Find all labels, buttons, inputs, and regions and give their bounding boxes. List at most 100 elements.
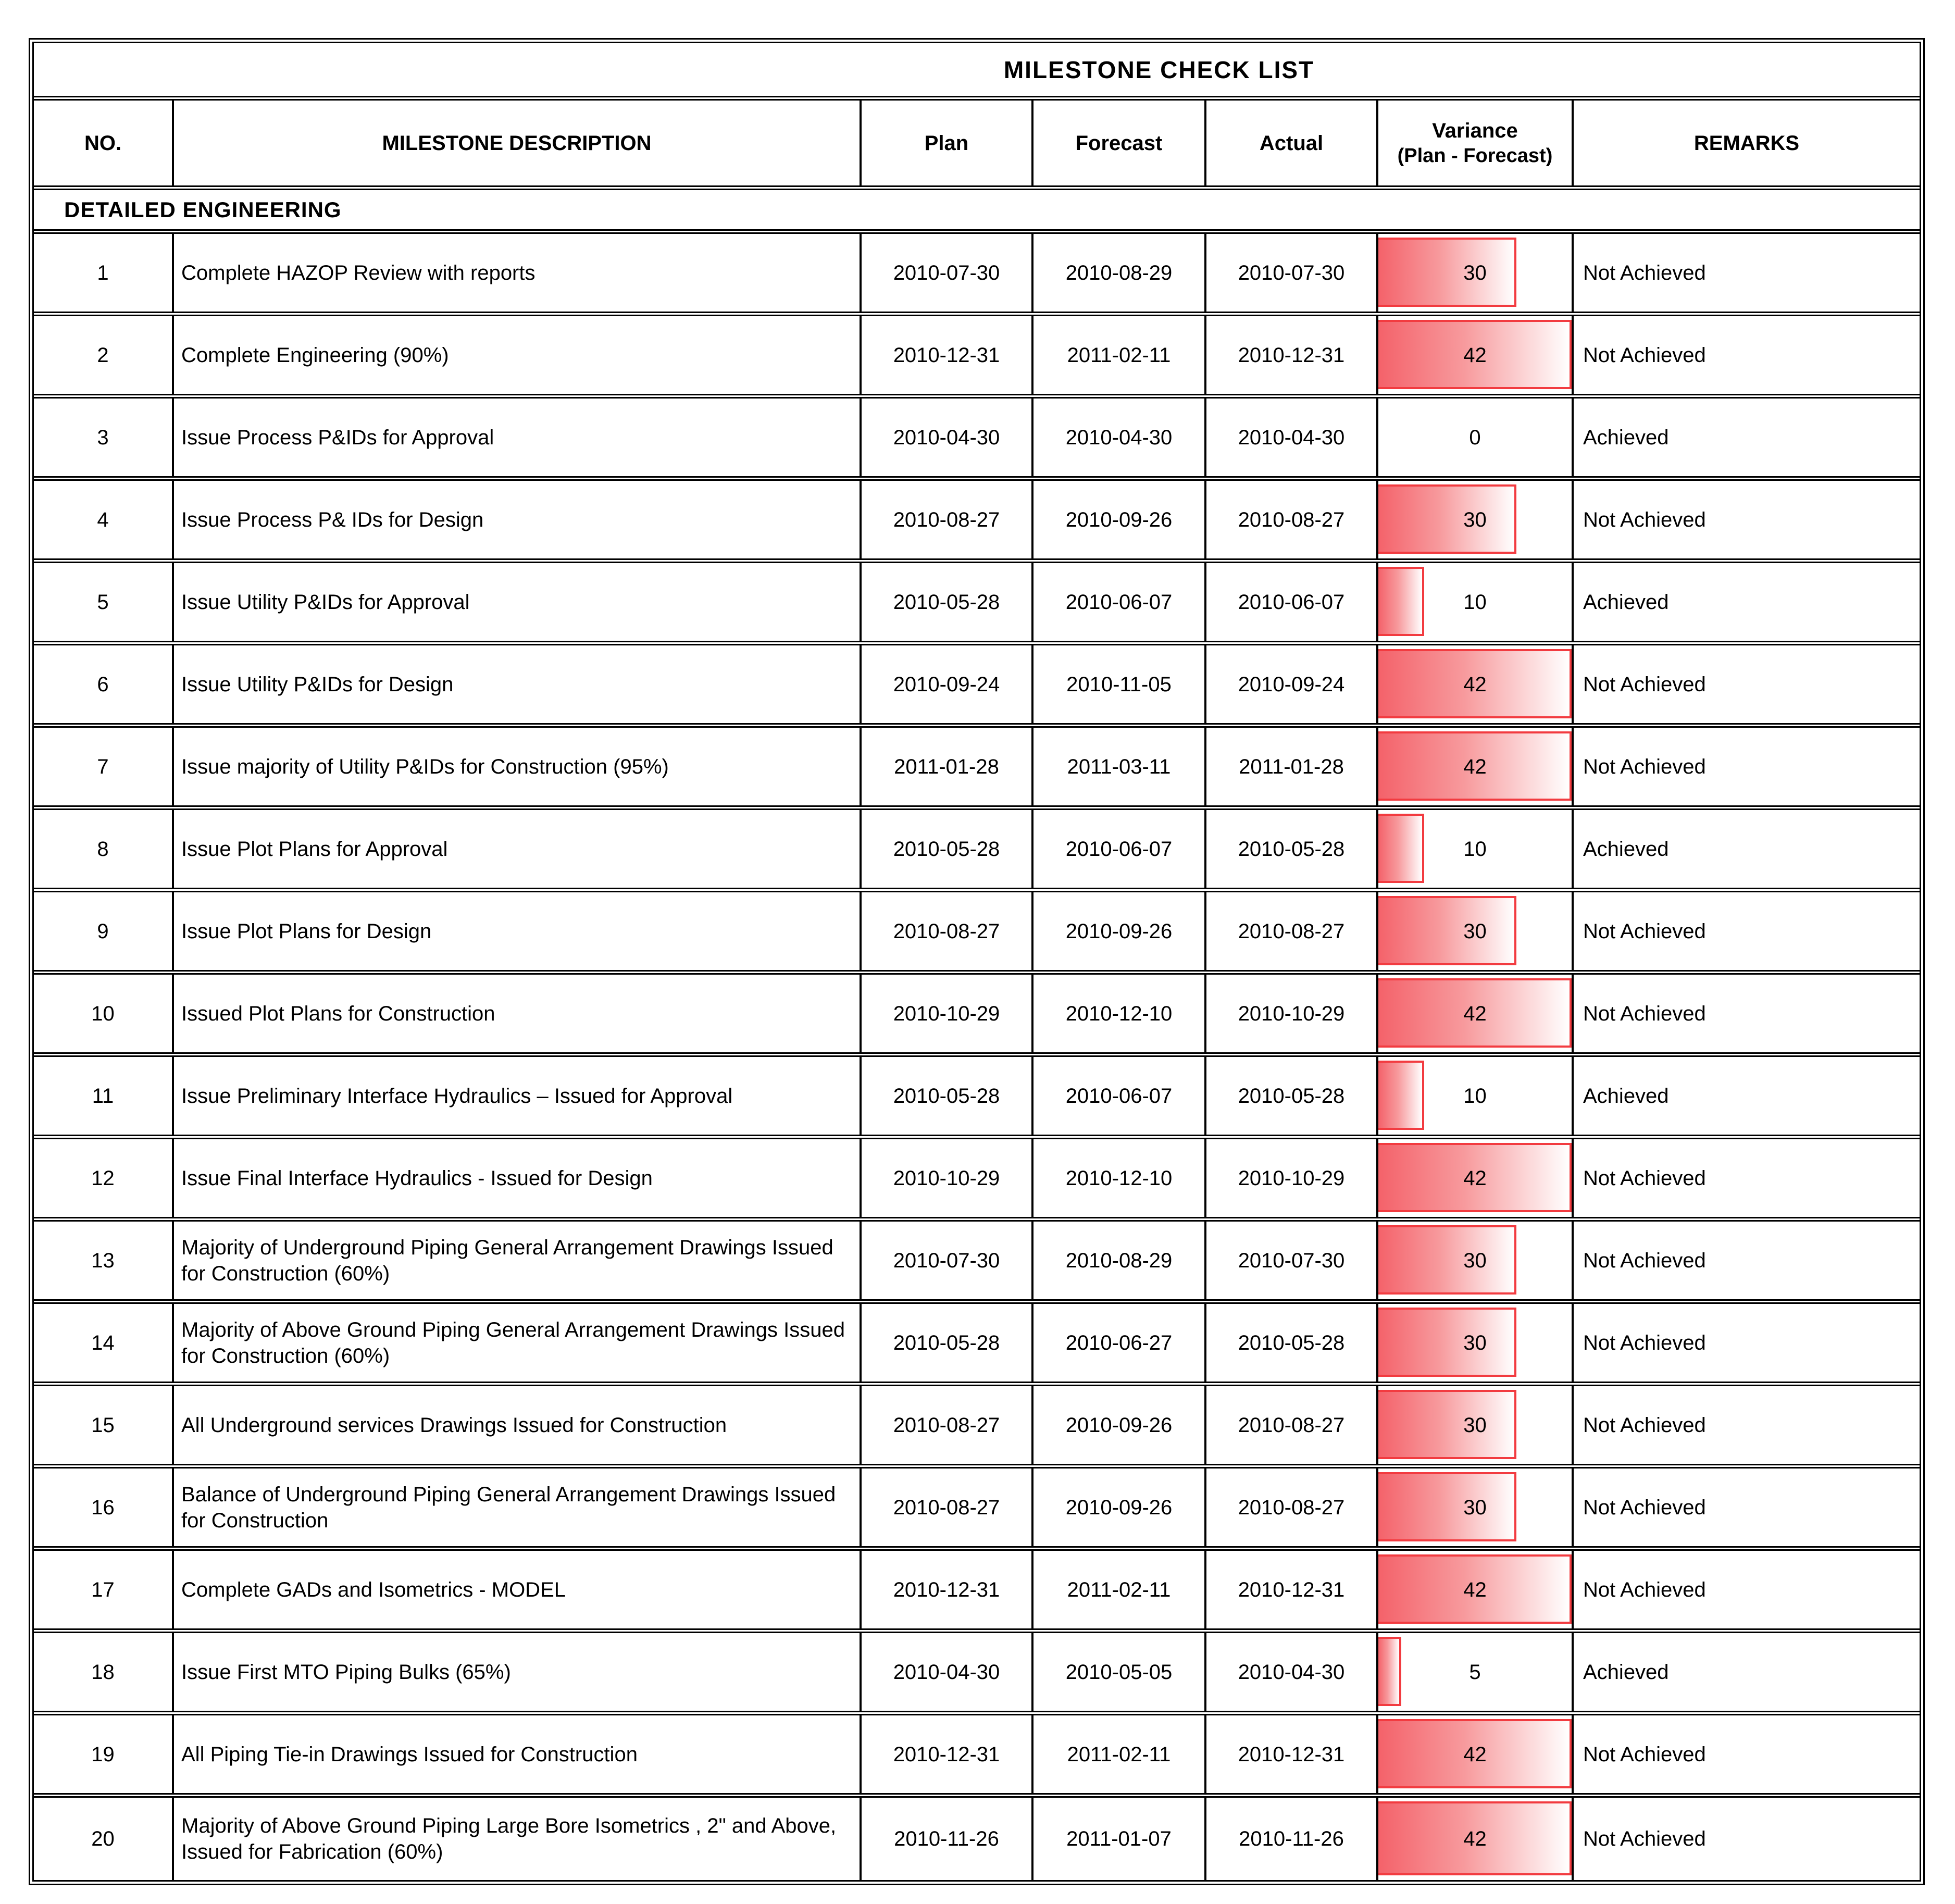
milestone-description: Majority of Above Ground Piping Large Bo…: [181, 1814, 837, 1863]
variance-cell: 10: [1376, 563, 1572, 641]
table-row: 15 All Underground services Drawings Iss…: [34, 1386, 1920, 1469]
row-number-cell: 15: [34, 1386, 172, 1464]
row-number: 1: [97, 261, 109, 284]
plan-date-cell: 2010-09-24: [860, 645, 1031, 723]
remarks-text: Not Achieved: [1583, 1413, 1706, 1437]
row-number: 2: [97, 343, 109, 367]
variance-cell: 42: [1376, 975, 1572, 1052]
remarks-text: Not Achieved: [1583, 508, 1706, 531]
forecast-date-cell: 2010-11-05: [1031, 645, 1204, 723]
forecast-date: 2010-09-26: [1065, 508, 1173, 531]
variance-data-bar: [1378, 1637, 1402, 1706]
variance-data-bar: [1378, 731, 1572, 801]
remarks-text: Not Achieved: [1583, 1496, 1706, 1519]
variance-cell: 30: [1376, 1304, 1572, 1382]
milestone-description-cell: Complete HAZOP Review with reports: [172, 234, 860, 312]
forecast-date: 2010-11-05: [1066, 673, 1172, 696]
forecast-date-cell: 2010-09-26: [1031, 1469, 1204, 1546]
remarks-cell: Not Achieved: [1572, 645, 1920, 723]
variance-cell: 42: [1376, 316, 1572, 394]
variance-value: 42: [1463, 1166, 1487, 1190]
column-header-forecast: Forecast: [1031, 101, 1204, 185]
variance-data-bar: [1378, 320, 1572, 389]
forecast-date-cell: 2010-06-27: [1031, 1304, 1204, 1382]
forecast-date-cell: 2010-06-07: [1031, 810, 1204, 888]
variance-cell: 42: [1376, 1715, 1572, 1793]
forecast-date-cell: 2010-12-10: [1031, 1139, 1204, 1217]
row-number-cell: 13: [34, 1222, 172, 1299]
row-number-cell: 16: [34, 1469, 172, 1546]
variance-value: 30: [1463, 1413, 1487, 1437]
plan-date: 2010-08-27: [893, 508, 1000, 531]
plan-date-cell: 2010-05-28: [860, 563, 1031, 641]
remarks-text: Not Achieved: [1583, 1166, 1706, 1190]
table-row: 1 Complete HAZOP Review with reports 201…: [34, 234, 1920, 316]
remarks-cell: Not Achieved: [1572, 1139, 1920, 1217]
row-number-cell: 3: [34, 399, 172, 476]
actual-date-cell: 2010-05-28: [1204, 1057, 1376, 1135]
table-row: 10 Issued Plot Plans for Construction 20…: [34, 975, 1920, 1057]
plan-date: 2010-04-30: [893, 426, 1000, 449]
milestone-description-cell: All Piping Tie-in Drawings Issued for Co…: [172, 1715, 860, 1793]
remarks-text: Not Achieved: [1583, 1331, 1706, 1354]
row-number: 13: [91, 1249, 115, 1272]
remarks-cell: Achieved: [1572, 1633, 1920, 1711]
variance-data-bar: [1378, 1472, 1516, 1541]
table-row: 19 All Piping Tie-in Drawings Issued for…: [34, 1715, 1920, 1798]
row-number: 19: [91, 1743, 115, 1766]
forecast-date-cell: 2010-04-30: [1031, 399, 1204, 476]
variance-value: 30: [1463, 261, 1487, 284]
remarks-text: Not Achieved: [1583, 919, 1706, 943]
plan-date: 2010-08-27: [893, 919, 1000, 943]
table-row: 14 Majority of Above Ground Piping Gener…: [34, 1304, 1920, 1386]
milestone-description: All Piping Tie-in Drawings Issued for Co…: [181, 1743, 638, 1766]
milestone-description: Issue Process P& IDs for Design: [181, 508, 484, 531]
variance-cell: 30: [1376, 1222, 1572, 1299]
remarks-cell: Achieved: [1572, 1057, 1920, 1135]
forecast-date-cell: 2010-05-05: [1031, 1633, 1204, 1711]
row-number: 17: [91, 1578, 115, 1601]
variance-cell: 42: [1376, 728, 1572, 805]
plan-date: 2010-04-30: [893, 1660, 1000, 1684]
actual-date-cell: 2010-08-27: [1204, 1469, 1376, 1546]
milestone-description-cell: Majority of Above Ground Piping General …: [172, 1304, 860, 1382]
remarks-text: Not Achieved: [1583, 1249, 1706, 1272]
plan-date: 2010-09-24: [893, 673, 1000, 696]
variance-value: 5: [1469, 1660, 1481, 1684]
forecast-date: 2010-09-26: [1065, 1413, 1173, 1437]
remarks-cell: Not Achieved: [1572, 481, 1920, 558]
table-row: 3 Issue Process P&IDs for Approval 2010-…: [34, 399, 1920, 481]
variance-value: 30: [1463, 1249, 1487, 1272]
actual-date: 2010-10-29: [1238, 1002, 1345, 1025]
table-row: 13 Majority of Underground Piping Genera…: [34, 1222, 1920, 1304]
milestone-description: Complete Engineering (90%): [181, 343, 449, 367]
remarks-cell: Achieved: [1572, 810, 1920, 888]
forecast-date-cell: 2011-02-11: [1031, 316, 1204, 394]
row-number: 18: [91, 1660, 115, 1684]
actual-date-cell: 2010-07-30: [1204, 1222, 1376, 1299]
row-number: 20: [91, 1827, 115, 1850]
plan-date-cell: 2010-04-30: [860, 1633, 1031, 1711]
forecast-date-cell: 2011-03-11: [1031, 728, 1204, 805]
row-number-cell: 14: [34, 1304, 172, 1382]
variance-data-bar: [1378, 1554, 1572, 1624]
remarks-text: Not Achieved: [1583, 1578, 1706, 1601]
row-number: 9: [97, 919, 109, 943]
forecast-date-cell: 2011-02-11: [1031, 1551, 1204, 1628]
variance-cell: 30: [1376, 481, 1572, 558]
actual-date: 2010-08-27: [1238, 1496, 1345, 1519]
remarks-cell: Not Achieved: [1572, 316, 1920, 394]
milestone-description: Issue Plot Plans for Design: [181, 919, 432, 943]
variance-data-bar: [1378, 1801, 1572, 1875]
forecast-date: 2010-06-07: [1065, 837, 1173, 861]
row-number-cell: 9: [34, 892, 172, 970]
actual-date-cell: 2010-04-30: [1204, 399, 1376, 476]
actual-date: 2010-05-28: [1238, 1084, 1345, 1107]
plan-date-cell: 2010-10-29: [860, 1139, 1031, 1217]
plan-date-cell: 2010-12-31: [860, 1715, 1031, 1793]
row-number-cell: 1: [34, 234, 172, 312]
plan-date-cell: 2010-07-30: [860, 1222, 1031, 1299]
remarks-text: Not Achieved: [1583, 1827, 1706, 1850]
remarks-cell: Achieved: [1572, 563, 1920, 641]
remarks-cell: Not Achieved: [1572, 892, 1920, 970]
